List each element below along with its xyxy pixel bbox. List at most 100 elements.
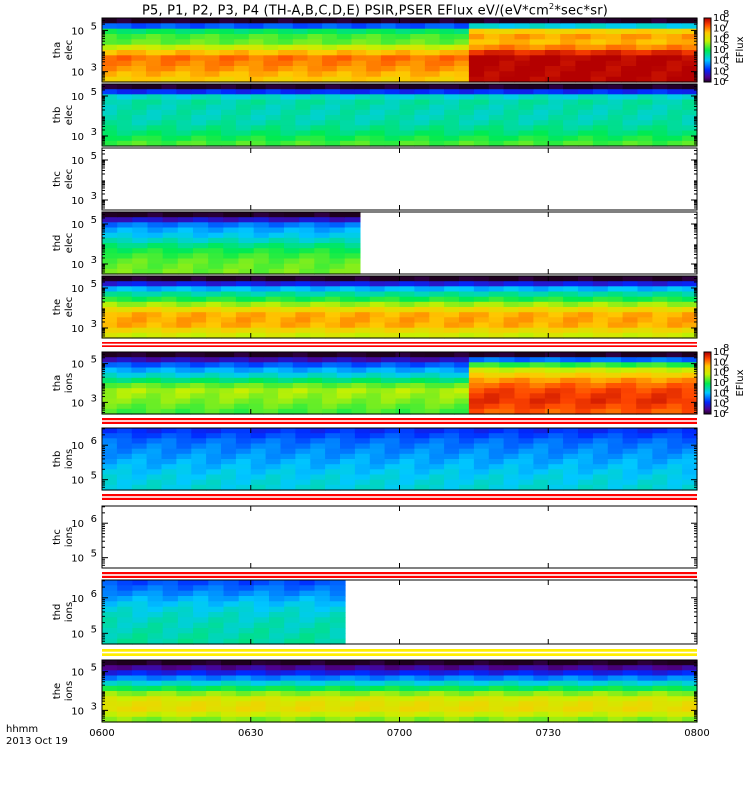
heatmap-cell	[190, 393, 206, 400]
heatmap-cell	[147, 258, 164, 265]
heatmap-cell	[131, 675, 148, 682]
heatmap-cell	[253, 222, 270, 229]
colorbar-swatch	[704, 20, 711, 22]
heatmap-cell	[280, 99, 296, 106]
heatmap-cell	[380, 66, 397, 72]
heatmap-cell	[354, 428, 371, 434]
heatmap-cell	[102, 130, 118, 137]
heatmap-cell	[235, 322, 252, 329]
heatmap-cell	[514, 60, 531, 67]
heatmap-cell	[177, 212, 194, 218]
heatmap-cell	[131, 327, 148, 334]
heatmap-cell	[667, 484, 683, 491]
heatmap-cell	[191, 685, 207, 692]
heatmap-cell	[529, 34, 546, 40]
heatmap-cell	[473, 322, 490, 329]
heatmap-cell	[518, 84, 534, 90]
heatmap-cell	[322, 408, 338, 415]
heatmap-cell	[221, 281, 237, 287]
heatmap-cell	[652, 140, 668, 147]
heatmap-cell	[351, 362, 367, 369]
heatmap-cell	[265, 327, 282, 334]
heatmap-cell	[336, 403, 353, 410]
heatmap-cell	[488, 660, 505, 666]
heatmap-cell	[651, 362, 668, 369]
heatmap-cell	[637, 670, 653, 677]
heatmap-cell	[484, 39, 500, 46]
heatmap-cell	[666, 383, 683, 389]
colorbar-swatch	[704, 72, 711, 74]
heatmap-cell	[325, 120, 341, 126]
heatmap-cell	[325, 301, 341, 308]
heatmap-cell	[190, 71, 206, 78]
heatmap-cell	[533, 84, 549, 90]
heatmap-cell	[621, 18, 637, 24]
heatmap-cell	[177, 638, 194, 645]
heatmap-cell	[563, 696, 579, 702]
heatmap-cell	[544, 403, 561, 410]
heatmap-cell	[454, 44, 470, 51]
heatmap-cell	[548, 296, 564, 303]
heatmap-cell	[116, 691, 133, 697]
colorbar-swatch	[704, 393, 711, 395]
heatmap-cell	[380, 408, 397, 415]
heatmap-cell	[146, 357, 162, 363]
heatmap-cell	[503, 696, 520, 702]
heatmap-cell	[191, 665, 207, 671]
heatmap-cell	[160, 367, 176, 374]
heatmap-cell	[384, 327, 401, 334]
heatmap-cell	[682, 675, 698, 682]
heatmap-cell	[116, 438, 133, 445]
heatmap-cell	[329, 217, 346, 223]
heatmap-cell	[116, 393, 132, 400]
heatmap-cell	[235, 464, 252, 470]
heatmap-cell	[336, 408, 353, 415]
heatmap-cell	[637, 327, 653, 334]
heatmap-cell	[191, 99, 207, 106]
heatmap-cell	[269, 633, 285, 640]
heatmap-cell	[578, 691, 594, 697]
heatmap-cell	[636, 352, 652, 358]
heatmap-cell	[473, 691, 490, 697]
heatmap-cell	[548, 94, 564, 101]
heatmap-cell	[206, 680, 222, 687]
heatmap-cell	[292, 393, 309, 400]
heatmap-cell	[459, 696, 475, 702]
heatmap-cell	[250, 301, 267, 308]
colorbar-swatch	[704, 66, 711, 68]
heatmap-cell	[590, 39, 607, 46]
heatmap-cell	[250, 312, 267, 318]
heatmap-cell	[666, 23, 683, 30]
heatmap-cell	[459, 140, 475, 147]
heatmap-cell	[325, 89, 341, 95]
heatmap-cell	[414, 307, 430, 313]
heatmap-cell	[468, 388, 485, 394]
heatmap-cell	[161, 691, 177, 697]
heatmap-cell	[219, 383, 235, 389]
heatmap-cell	[310, 307, 326, 313]
heatmap-cell	[253, 617, 270, 624]
heatmap-cell	[295, 109, 311, 116]
heatmap-cell	[310, 464, 326, 470]
heatmap-cell	[235, 276, 252, 282]
heatmap-cell	[329, 633, 346, 640]
heatmap-cell	[336, 383, 353, 389]
heatmap-cell	[206, 696, 222, 702]
heatmap-cell	[204, 393, 220, 400]
heatmap-cell	[424, 393, 441, 400]
heatmap-cell	[607, 307, 624, 313]
heatmap-cell	[444, 135, 460, 142]
heatmap-cell	[238, 638, 255, 645]
heatmap-cell	[147, 253, 164, 260]
colorbar-swatch	[704, 40, 711, 42]
heatmap-cell	[310, 99, 326, 106]
heatmap-cell	[314, 580, 331, 586]
heatmap-cell	[424, 18, 441, 24]
heatmap-cell	[414, 120, 430, 126]
heatmap-cell	[444, 670, 460, 677]
heatmap-cell	[518, 448, 534, 455]
heatmap-cell	[424, 352, 441, 358]
heatmap-cell	[292, 352, 309, 358]
heatmap-cell	[369, 665, 386, 671]
heatmap-cell	[666, 76, 683, 83]
